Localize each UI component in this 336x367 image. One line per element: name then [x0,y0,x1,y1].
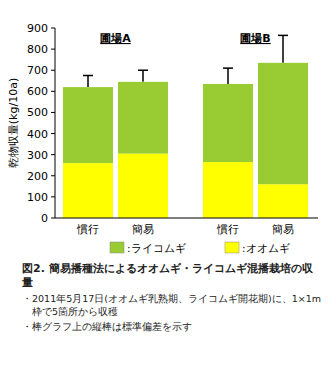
error-cap [138,69,148,71]
y-tick-label: 700 [27,64,48,77]
x-tick-label: 簡易 [132,223,154,236]
legend-swatch [110,242,124,253]
y-tick [51,133,55,134]
legend-swatch [225,242,239,253]
error-bar [227,68,229,84]
error-bar [142,70,144,82]
y-tick-label: 800 [27,43,48,56]
y-tick [51,218,55,219]
x-tick-label: 慣行 [76,223,99,236]
x-tick-label: 簡易 [272,223,294,236]
error-cap [278,35,288,37]
error-bar [87,76,89,88]
x-axis [55,218,318,219]
y-tick [51,91,55,92]
y-tick-label: 600 [27,85,48,98]
legend-label: :ライコムギ [127,242,186,254]
y-tick-label: 100 [27,191,48,204]
error-cap [83,75,93,77]
y-tick-label: 900 [27,22,48,35]
caption-note: ・2011年5月17日(オオムギ乳熟期、ライコムギ開花期)に、1×1m枠で5箇所… [22,292,322,318]
y-axis-label: 乾物収量(kg/10a) [7,78,20,168]
y-tick [51,112,55,113]
y-tick-label: 0 [41,212,48,225]
bar-segment [258,184,308,218]
y-axis [55,28,56,218]
y-tick [51,196,55,197]
y-tick-label: 300 [27,149,48,162]
group-label: 圃場A [100,32,131,45]
bar-segment [203,84,253,162]
y-tick [51,175,55,176]
legend-label: :オオムギ [242,242,290,254]
bar-segment [258,63,308,184]
chart: 0 100 200 300 400 500 600 700 800 900 乾物収量(kg/10a)… [0,0,336,262]
error-cap [223,67,233,69]
error-bar [282,35,284,62]
y-tick [51,49,55,50]
caption: 図2. 簡易播種法によるオオムギ・ライコムギ混播栽培の収量・2011年5月17日… [22,262,322,333]
bar-segment [63,87,113,163]
y-tick [51,154,55,155]
x-tick-label: 慣行 [216,223,239,236]
bar-segment [118,154,168,218]
y-tick-label: 500 [27,106,48,119]
y-tick-label: 200 [27,170,48,183]
caption-note: ・棒グラフ上の縦棒は標準偏差を示す [22,320,322,333]
caption-title: 図2. 簡易播種法によるオオムギ・ライコムギ混播栽培の収量 [22,262,322,290]
y-tick [51,70,55,71]
bar-segment [63,163,113,218]
y-tick [51,28,55,29]
y-tick-label: 400 [27,128,48,141]
bar-segment [118,82,168,154]
bar-segment [203,162,253,218]
group-label: 圃場B [240,32,270,45]
